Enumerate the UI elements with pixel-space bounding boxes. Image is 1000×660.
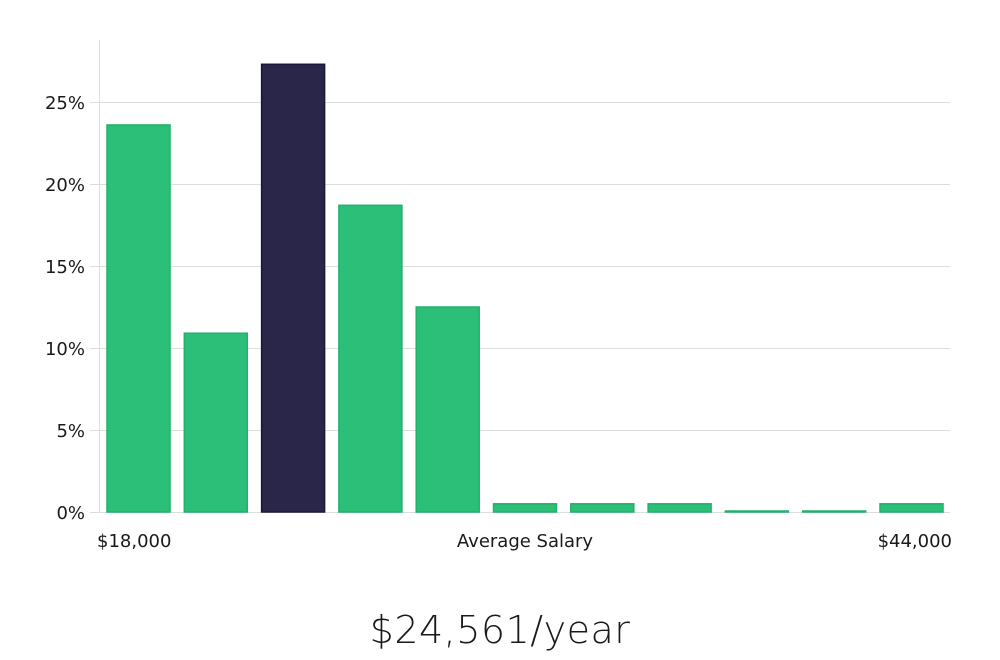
- bar: [492, 503, 558, 513]
- y-axis: 0% 5% 10% 15% 20% 25%: [45, 93, 85, 524]
- x-min-label: $18,000: [97, 531, 171, 552]
- bar: [183, 332, 249, 513]
- x-max-label: $44,000: [878, 531, 952, 552]
- bar: [724, 510, 790, 513]
- bar: [801, 510, 867, 513]
- bar: [879, 503, 944, 513]
- salary-histogram: 0%5%10%15%20%25% $18,000 Average Salary …: [45, 40, 952, 552]
- y-tick-label: 10%: [45, 339, 85, 360]
- y-tick-label: 5%: [56, 421, 85, 442]
- bar: [415, 306, 480, 513]
- y-tick-label: 15%: [45, 257, 85, 278]
- y-tick-label: 20%: [45, 175, 85, 196]
- bar: [338, 204, 403, 513]
- bar-highlighted: [260, 63, 326, 513]
- average-salary-value: $24,561/year: [369, 608, 631, 652]
- y-tick-label: 0%: [56, 503, 85, 524]
- bar: [106, 124, 171, 513]
- x-axis-title: Average Salary: [457, 531, 594, 552]
- y-tick-label: 25%: [45, 93, 85, 114]
- bars: [106, 63, 944, 513]
- bar: [570, 503, 635, 513]
- bar: [647, 503, 712, 513]
